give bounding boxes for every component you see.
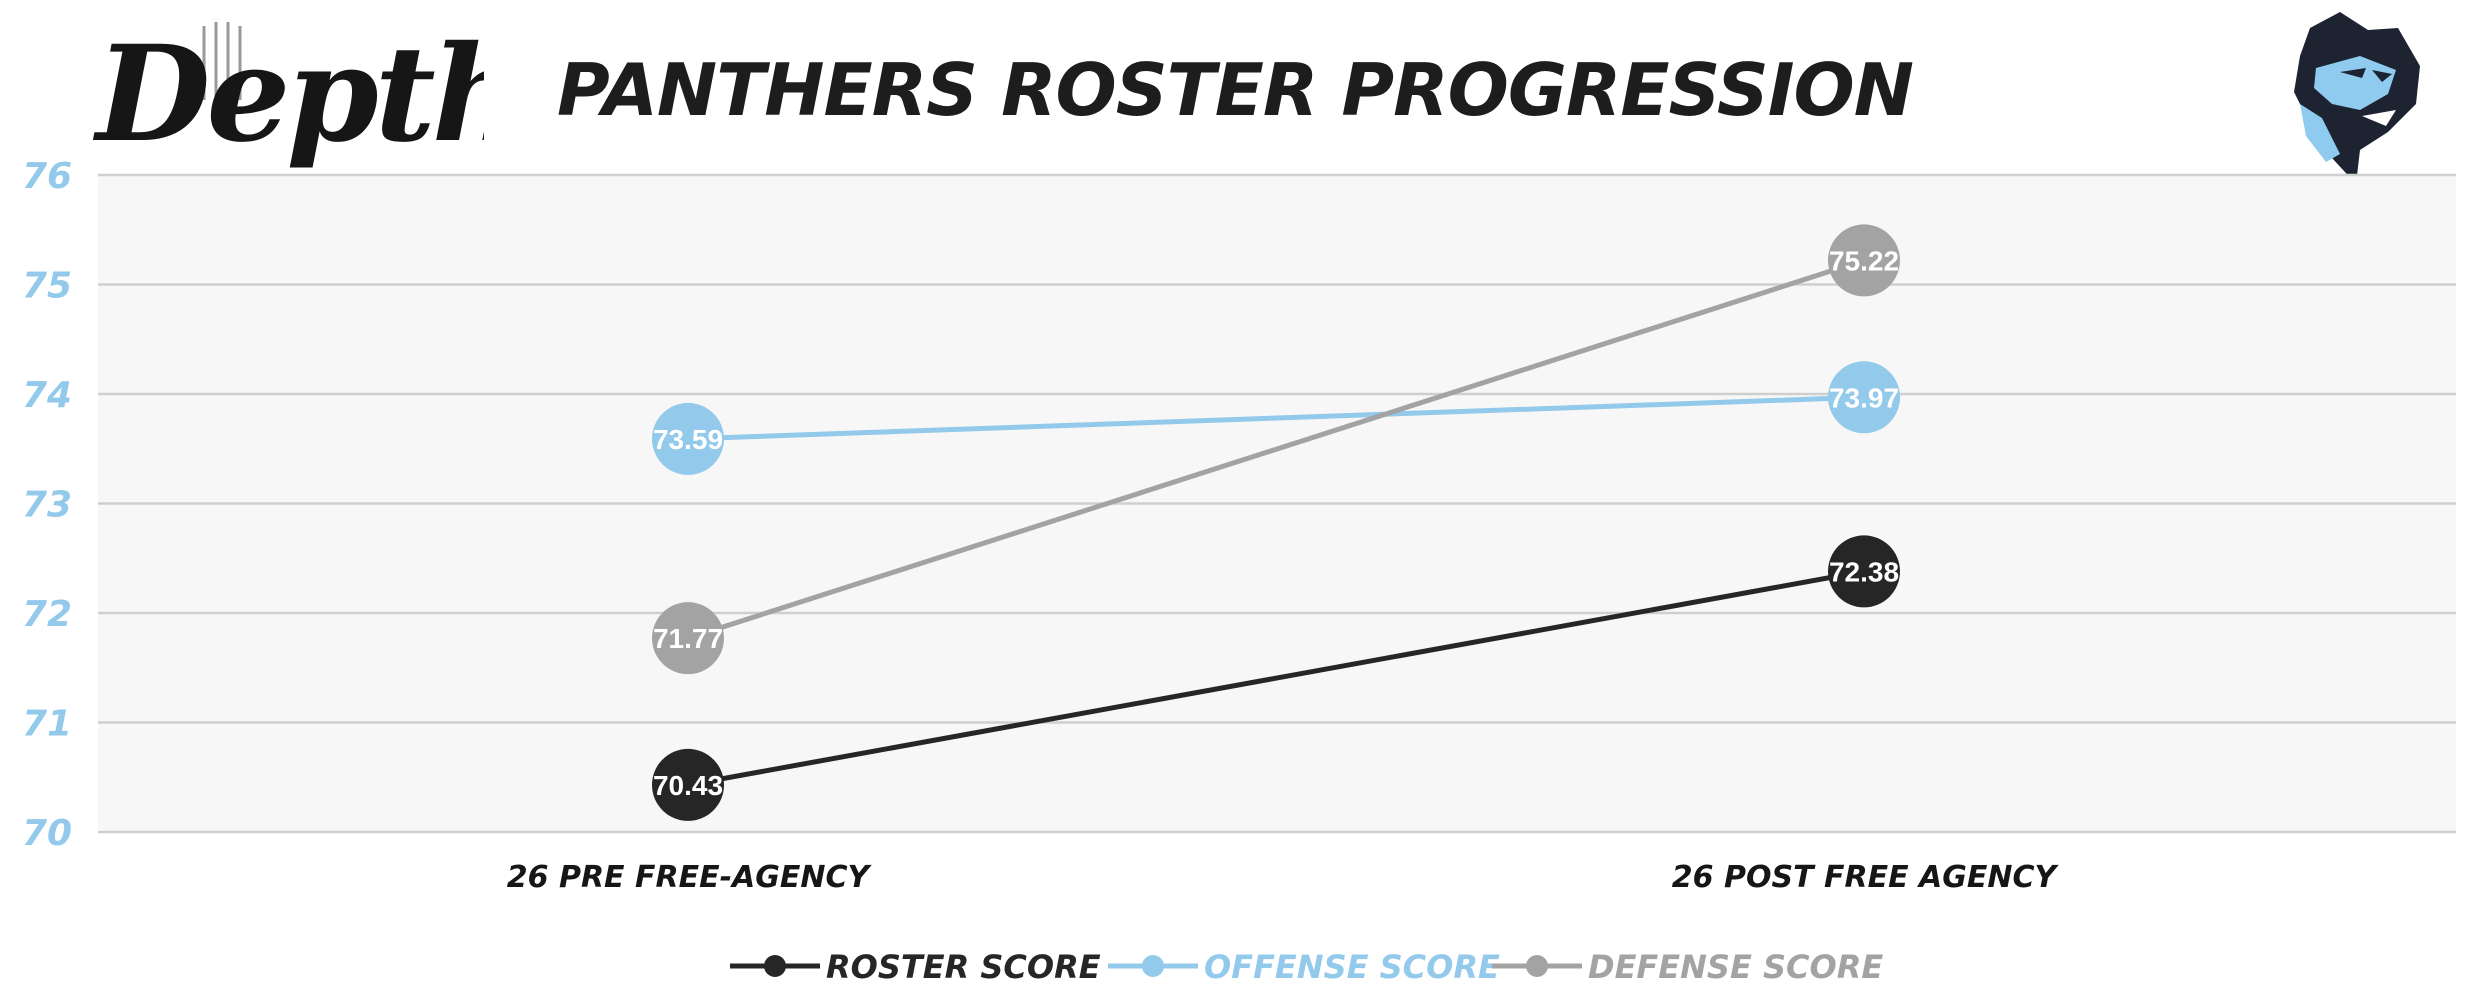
x-tick-label: 26 POST FREE AGENCY <box>1672 860 2060 895</box>
x-tick-label: 26 PRE FREE-AGENCY <box>507 860 873 895</box>
series-line <box>687 568 1865 788</box>
legend-item-defense-score: DEFENSE SCORE <box>1492 948 1883 986</box>
legend-label: ROSTER SCORE <box>826 948 1101 986</box>
gridlines <box>98 173 2456 834</box>
x-axis: 26 PRE FREE-AGENCY 26 POST FREE AGENCY <box>507 860 2060 895</box>
data-label: 71.77 <box>653 623 723 654</box>
y-tick-label: 76 <box>22 156 72 197</box>
y-tick-label: 72 <box>22 594 72 635</box>
data-point <box>652 602 724 675</box>
legend-item-roster-score: ROSTER SCORE <box>730 948 1101 986</box>
page-title: PANTHERS ROSTER PROGRESSION <box>557 48 1914 132</box>
panther-head-icon <box>2294 12 2420 184</box>
series-defense-score: 71.77 75.22 <box>652 224 1900 675</box>
y-tick-label: 70 <box>22 813 72 854</box>
data-point <box>652 402 724 475</box>
data-label: 73.97 <box>1829 382 1899 413</box>
y-tick-label: 74 <box>22 375 72 416</box>
legend-marker <box>1526 955 1548 977</box>
data-point <box>1828 535 1900 608</box>
y-tick-label: 71 <box>22 704 72 745</box>
legend-marker <box>1142 955 1164 977</box>
y-axis: 70 71 72 73 74 75 76 <box>22 156 72 854</box>
legend-label: OFFENSE SCORE <box>1204 948 1500 986</box>
data-point <box>1828 361 1900 434</box>
depth-logo: Depth <box>92 17 484 172</box>
logo-stripes <box>202 22 242 104</box>
brand-logo-text: Depth <box>92 17 484 172</box>
series-line <box>687 394 1865 442</box>
legend: ROSTER SCORE OFFENSE SCORE DEFENSE SCORE <box>730 948 1883 986</box>
legend-label: DEFENSE SCORE <box>1588 948 1883 986</box>
data-label: 70.43 <box>653 770 723 801</box>
data-point <box>652 748 724 821</box>
y-tick-label: 73 <box>22 485 72 526</box>
series-line <box>687 258 1865 641</box>
data-label: 73.59 <box>653 424 723 455</box>
series-offense-score: 73.59 73.97 <box>652 361 1900 475</box>
series-layer: 70.43 72.38 73.59 73.97 71.77 75.22 <box>652 224 1900 821</box>
y-tick-label: 75 <box>22 266 72 307</box>
data-point <box>1828 224 1900 297</box>
data-label: 75.22 <box>1829 245 1899 276</box>
legend-marker <box>764 955 786 977</box>
data-label: 72.38 <box>1829 556 1899 587</box>
series-roster-score: 70.43 72.38 <box>652 535 1900 821</box>
legend-item-offense-score: OFFENSE SCORE <box>1108 948 1500 986</box>
